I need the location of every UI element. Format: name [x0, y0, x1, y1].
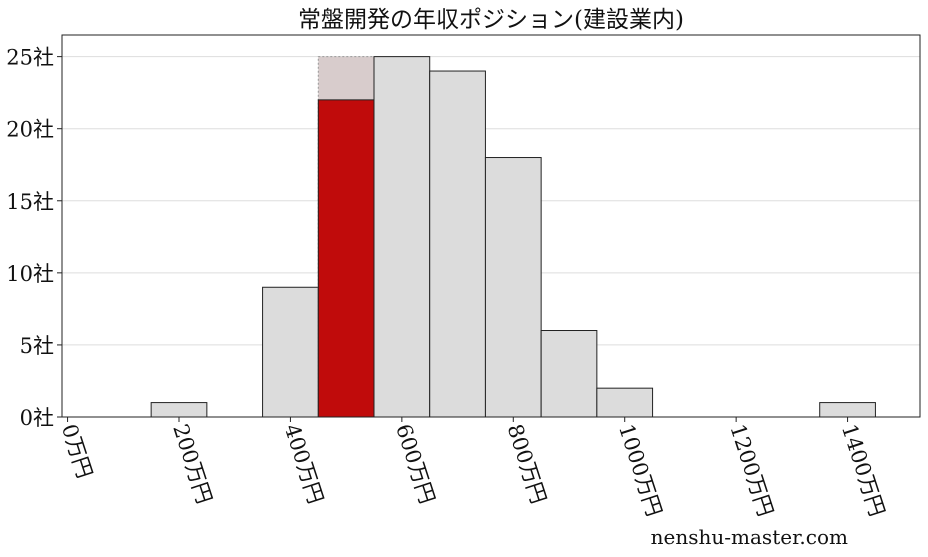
histogram-bar	[540, 330, 598, 418]
plot-frame	[61, 34, 921, 418]
x-tick-label: 800万円	[503, 421, 551, 506]
watermark: nenshu-master.com	[651, 525, 848, 549]
histogram-bar	[484, 157, 542, 418]
histogram-bar	[429, 70, 486, 418]
histogram-bar	[262, 286, 319, 418]
y-tick-label: 0社	[20, 406, 54, 430]
x-tick-label: 1000万円	[614, 421, 666, 519]
histogram-bar	[819, 402, 876, 418]
y-tick-label: 15社	[6, 190, 54, 214]
x-tick-label: 600万円	[391, 421, 439, 506]
histogram-bar	[150, 402, 208, 418]
y-tick-label: 25社	[6, 46, 54, 70]
x-tick-label: 1200万円	[725, 421, 777, 519]
histogram-bar	[596, 387, 654, 418]
x-tick-label: 1400万円	[837, 421, 889, 519]
x-tick-label: 200万円	[168, 421, 216, 506]
x-tick-label: 400万円	[280, 421, 328, 506]
histogram-bar	[373, 56, 431, 418]
chart-title: 常盤開発の年収ポジション(建設業内)	[298, 7, 684, 33]
y-tick-label: 5社	[20, 334, 54, 358]
x-tick-label: 0万円	[57, 421, 97, 481]
y-tick-label: 20社	[6, 118, 54, 142]
y-tick-label: 10社	[6, 262, 54, 286]
highlight-bar	[317, 99, 375, 418]
